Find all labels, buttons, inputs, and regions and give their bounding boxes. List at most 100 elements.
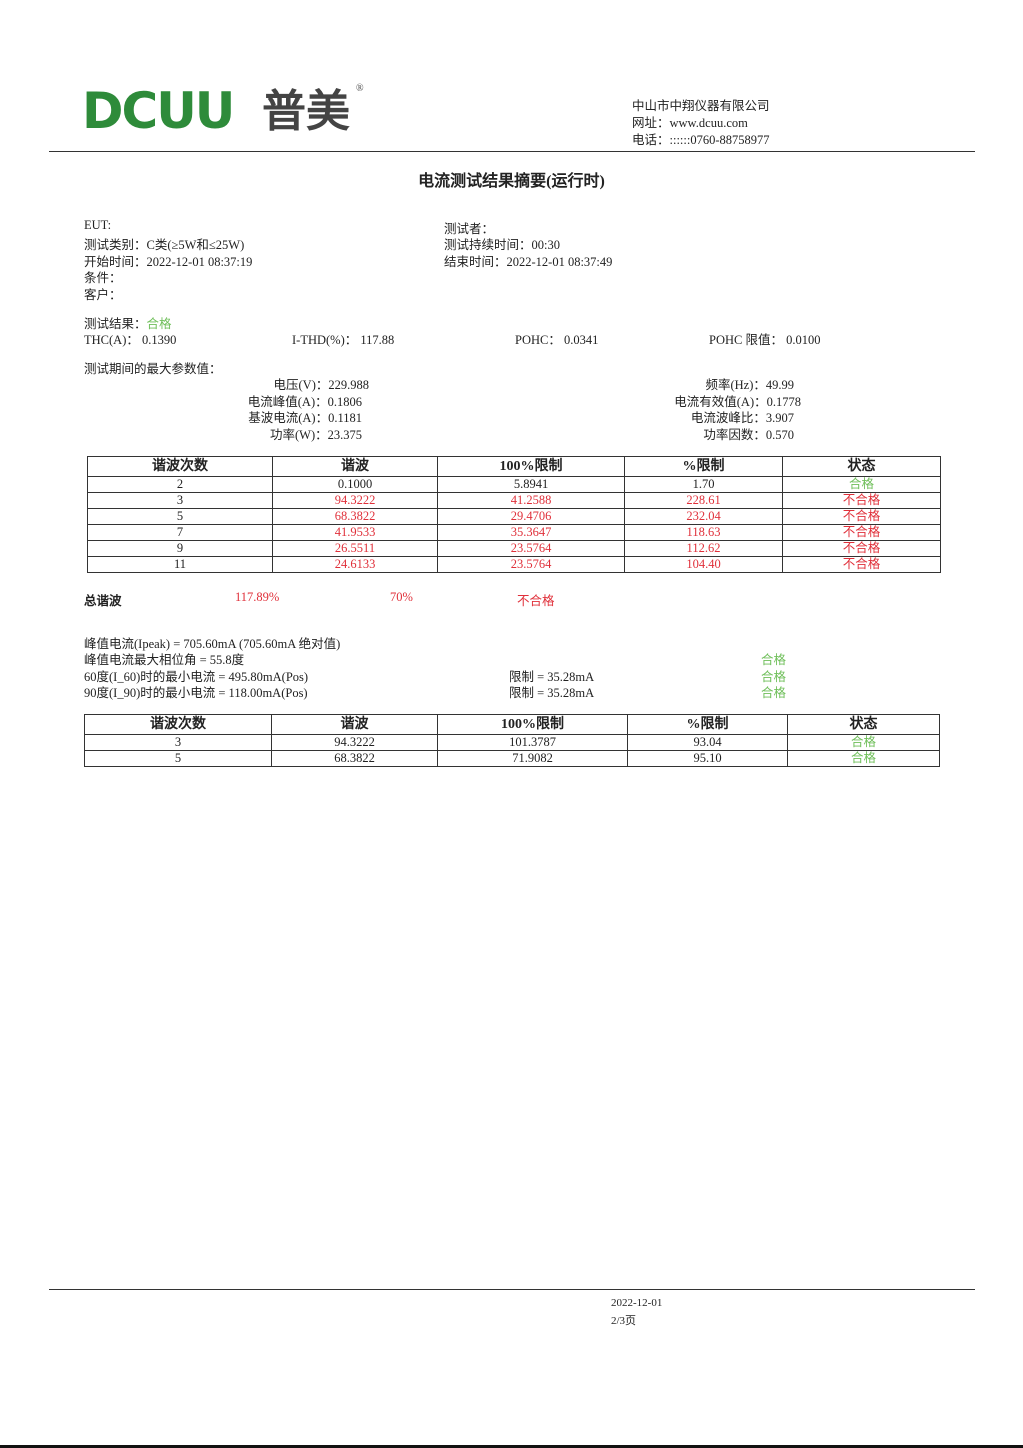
total-harmonic-value: 117.89% xyxy=(235,590,280,604)
col-order: 谐波次数 xyxy=(84,714,272,735)
eut: EUT: xyxy=(84,218,112,232)
cell-harmonic: 94.3222 xyxy=(271,734,438,751)
cell-harmonic: 68.3822 xyxy=(271,750,438,767)
customer: 客户： xyxy=(84,288,122,302)
cell-limit100: 5.8941 xyxy=(437,476,625,493)
cell-status: 不合格 xyxy=(782,508,941,525)
logo-cn: 普美 xyxy=(262,86,350,137)
table-row: 11 24.6133 23.5764 104.40 不合格 xyxy=(87,556,941,573)
duration: 测试持续时间：00:30 xyxy=(444,238,560,252)
cell-order: 7 xyxy=(87,524,273,541)
cell-pct-limit: 232.04 xyxy=(624,508,783,525)
limit90: 限制 = 35.28mA xyxy=(509,686,595,700)
table-row: 9 26.5511 23.5764 112.62 不合格 xyxy=(87,540,941,557)
website: 网址：www.dcuu.com xyxy=(632,116,748,130)
harmonics-table-2: 谐波次数 谐波 100%限制 %限制 状态 3 94.3222 101.3787 93… xyxy=(84,714,940,767)
fundamental-current: 基波电流(A)：0.1181 xyxy=(248,411,362,425)
cell-order: 2 xyxy=(87,476,273,493)
peak-angle: 峰值电流最大相位角 = 55.8度 xyxy=(84,653,245,667)
cell-status: 不合格 xyxy=(782,524,941,541)
pohc-limit: POHC 限值： 0.0100 xyxy=(709,333,821,347)
table-row: 3 94.3222 41.2588 228.61 不合格 xyxy=(87,492,941,509)
tester: 测试者： xyxy=(444,222,495,236)
col-limit100: 100%限制 xyxy=(437,456,625,477)
power-factor: 功率因数：0.570 xyxy=(703,428,794,442)
table-row: 5 68.3822 29.4706 232.04 不合格 xyxy=(87,508,941,525)
rms-current: 电流有效值(A)：0.1778 xyxy=(674,395,801,409)
cell-pct-limit: 228.61 xyxy=(624,492,783,509)
cell-limit100: 41.2588 xyxy=(437,492,625,509)
cell-harmonic: 0.1000 xyxy=(272,476,438,493)
ithd: I-THD(%)： 117.88 xyxy=(292,333,395,347)
cell-order: 5 xyxy=(87,508,273,525)
table-row: 2 0.1000 5.8941 1.70 合格 xyxy=(87,476,941,493)
harmonics-table: 谐波次数 谐波 100%限制 %限制 状态 2 0.1000 5.8941 1.70 合… xyxy=(87,456,941,573)
footer-date: 2022-12-01 xyxy=(611,1297,663,1309)
phone: 电话：::::::0760-88758977 xyxy=(632,133,770,147)
table-row: 7 41.9533 35.3647 118.63 不合格 xyxy=(87,524,941,541)
footer-page: 2/3页 xyxy=(611,1315,637,1327)
total-harmonic-status: 不合格 xyxy=(517,594,555,608)
ipeak: 峰值电流(Ipeak) = 705.60mA (705.60mA 绝对值) xyxy=(84,637,341,651)
table-row: 5 68.3822 71.9082 95.10 合格 xyxy=(84,750,940,767)
cell-pct-limit: 112.62 xyxy=(624,540,783,557)
test-result-label: 测试结果： xyxy=(84,317,147,331)
cell-order: 9 xyxy=(87,540,273,557)
col-pct-limit: %限制 xyxy=(627,714,788,735)
cell-status: 不合格 xyxy=(782,540,941,557)
cell-pct-limit: 1.70 xyxy=(624,476,783,493)
cell-harmonic: 41.9533 xyxy=(272,524,438,541)
cell-status: 不合格 xyxy=(782,556,941,573)
cell-limit100: 23.5764 xyxy=(437,556,625,573)
limit60: 限制 = 35.28mA xyxy=(509,670,595,684)
bottom-edge xyxy=(0,1445,1023,1448)
cell-limit100: 23.5764 xyxy=(437,540,625,557)
cell-harmonic: 68.3822 xyxy=(272,508,438,525)
table-header-row: 谐波次数 谐波 100%限制 %限制 状态 xyxy=(87,456,941,477)
cell-pct-limit: 118.63 xyxy=(624,524,783,541)
condition: 条件： xyxy=(84,271,122,285)
start-time: 开始时间：2022-12-01 08:37:19 xyxy=(84,255,253,269)
cell-harmonic: 24.6133 xyxy=(272,556,438,573)
cell-order: 3 xyxy=(84,734,272,751)
cell-status: 合格 xyxy=(787,734,940,751)
company-name: 中山市中翔仪器有限公司 xyxy=(632,99,770,113)
cell-harmonic: 94.3222 xyxy=(272,492,438,509)
page-title: 电流测试结果摘要(运行时) xyxy=(418,173,605,190)
table-row: 3 94.3222 101.3787 93.04 合格 xyxy=(84,734,940,751)
status-angle: 合格 xyxy=(761,653,787,667)
status90: 合格 xyxy=(761,686,787,700)
end-time: 结束时间：2022-12-01 08:37:49 xyxy=(444,255,613,269)
col-harmonic: 谐波 xyxy=(272,456,438,477)
power: 功率(W)：23.375 xyxy=(270,428,362,442)
pohc: POHC： 0.0341 xyxy=(515,333,599,347)
cell-pct-limit: 93.04 xyxy=(627,734,788,751)
voltage: 电压(V)：229.988 xyxy=(273,378,369,392)
cell-status: 不合格 xyxy=(782,492,941,509)
col-status: 状态 xyxy=(782,456,941,477)
category: 测试类别：C类(≥5W和≤25W) xyxy=(84,238,245,252)
test-result: 测试结果：合格 xyxy=(84,313,172,332)
total-harmonic-limit: 70% xyxy=(390,590,413,604)
cell-limit100: 29.4706 xyxy=(437,508,625,525)
cell-status: 合格 xyxy=(787,750,940,767)
col-status: 状态 xyxy=(787,714,940,735)
crest-factor: 电流波峰比：3.907 xyxy=(690,411,794,425)
footer-divider xyxy=(49,1289,975,1290)
col-pct-limit: %限制 xyxy=(624,456,783,477)
cell-order: 5 xyxy=(84,750,272,767)
i60: 60度(I_60)时的最小电流 = 495.80mA(Pos) xyxy=(84,670,309,684)
col-harmonic: 谐波 xyxy=(271,714,438,735)
frequency: 频率(Hz)：49.99 xyxy=(705,378,794,392)
cell-order: 3 xyxy=(87,492,273,509)
peak-current: 电流峰值(A)：0.1806 xyxy=(247,395,362,409)
registered-mark: ® xyxy=(356,83,364,94)
thc: THC(A)： 0.1390 xyxy=(84,333,177,347)
cell-limit100: 35.3647 xyxy=(437,524,625,541)
col-order: 谐波次数 xyxy=(87,456,273,477)
logo: DCUU xyxy=(82,82,235,140)
i90: 90度(I_90)时的最小电流 = 118.00mA(Pos) xyxy=(84,686,308,700)
table-header-row: 谐波次数 谐波 100%限制 %限制 状态 xyxy=(84,714,940,735)
cell-pct-limit: 95.10 xyxy=(627,750,788,767)
cell-pct-limit: 104.40 xyxy=(624,556,783,573)
